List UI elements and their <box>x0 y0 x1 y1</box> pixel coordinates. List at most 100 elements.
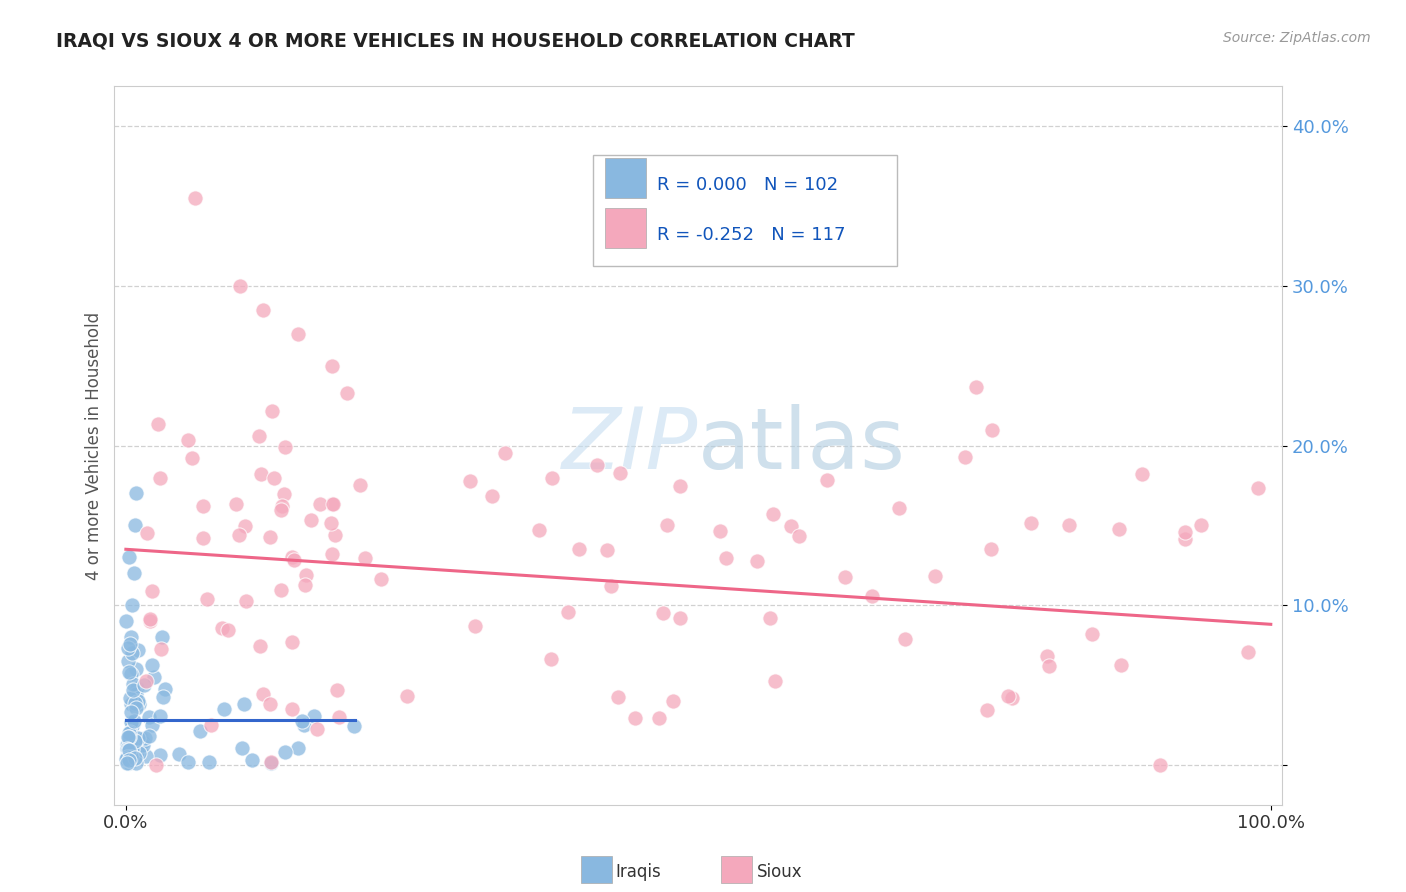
Point <box>1237 645 1260 659</box>
Point <box>152 690 174 705</box>
Point <box>117 730 139 744</box>
Point <box>780 519 803 533</box>
Point <box>1057 518 1080 533</box>
Point <box>118 724 141 739</box>
Point <box>121 598 143 612</box>
Point <box>980 542 1002 557</box>
Point <box>259 698 281 712</box>
Point <box>464 619 486 633</box>
Point <box>336 385 359 400</box>
Point <box>599 578 621 592</box>
Point <box>117 654 139 668</box>
Point <box>141 584 163 599</box>
Point <box>294 578 316 592</box>
Y-axis label: 4 or more Vehicles in Household: 4 or more Vehicles in Household <box>86 311 103 580</box>
Point <box>127 731 149 745</box>
Point <box>198 755 221 769</box>
Point <box>117 641 139 656</box>
Point <box>321 359 343 373</box>
Point <box>606 690 628 704</box>
Point <box>263 471 285 485</box>
Point <box>762 507 785 521</box>
Point <box>122 716 145 731</box>
Point <box>322 497 344 511</box>
Point <box>247 429 270 443</box>
FancyBboxPatch shape <box>605 209 645 248</box>
Point <box>662 693 685 707</box>
Point <box>129 739 152 754</box>
Point <box>124 751 146 765</box>
Point <box>134 731 156 745</box>
Point <box>343 719 366 733</box>
Point <box>115 749 138 764</box>
Point <box>1174 525 1197 540</box>
Point <box>120 706 142 720</box>
Point <box>117 736 139 750</box>
Point <box>714 551 737 566</box>
Point <box>149 709 172 723</box>
Point <box>121 646 143 660</box>
Point <box>395 689 418 703</box>
Point <box>125 681 148 695</box>
Point <box>124 740 146 755</box>
Point <box>309 497 332 511</box>
Point <box>292 717 315 731</box>
Point <box>117 730 139 744</box>
Point <box>763 673 786 688</box>
Point <box>193 531 215 545</box>
Point <box>541 471 564 485</box>
Point <box>274 745 297 759</box>
Point <box>527 523 550 537</box>
Point <box>321 497 343 511</box>
Point <box>1036 648 1059 663</box>
Point <box>120 747 142 762</box>
Point <box>270 582 292 597</box>
Point <box>149 471 172 485</box>
Point <box>319 516 342 530</box>
Point <box>120 697 142 711</box>
Point <box>981 423 1004 437</box>
Point <box>1130 467 1153 481</box>
Text: IRAQI VS SIOUX 4 OR MORE VEHICLES IN HOUSEHOLD CORRELATION CHART: IRAQI VS SIOUX 4 OR MORE VEHICLES IN HOU… <box>56 31 855 50</box>
Point <box>128 697 150 711</box>
Point <box>188 724 211 739</box>
Point <box>135 674 157 689</box>
Point <box>494 446 516 460</box>
Point <box>291 714 314 729</box>
Point <box>281 702 304 716</box>
Point <box>120 714 142 729</box>
Point <box>125 756 148 771</box>
Point <box>115 756 138 770</box>
Text: ZIP: ZIP <box>562 404 699 487</box>
Point <box>283 553 305 567</box>
Point <box>889 500 911 515</box>
Point <box>118 637 141 651</box>
Point <box>131 732 153 747</box>
Text: Sioux: Sioux <box>756 863 801 881</box>
Point <box>287 326 309 341</box>
Point <box>233 519 256 533</box>
Point <box>153 681 176 696</box>
Point <box>270 503 292 517</box>
Point <box>789 529 811 543</box>
Point <box>1081 626 1104 640</box>
Point <box>120 755 142 769</box>
Point <box>240 753 263 767</box>
Point <box>214 702 236 716</box>
Point <box>134 678 156 692</box>
Point <box>118 756 141 770</box>
Point <box>121 729 143 743</box>
Point <box>217 623 239 637</box>
Point <box>354 551 377 566</box>
Point <box>652 606 675 620</box>
Point <box>124 518 146 533</box>
Point <box>118 726 141 740</box>
Point <box>924 569 946 583</box>
Point <box>121 739 143 754</box>
Point <box>139 612 162 626</box>
Point <box>1019 516 1042 531</box>
Point <box>976 703 998 717</box>
Point <box>231 741 253 756</box>
Point <box>132 738 155 752</box>
Point <box>349 478 371 492</box>
